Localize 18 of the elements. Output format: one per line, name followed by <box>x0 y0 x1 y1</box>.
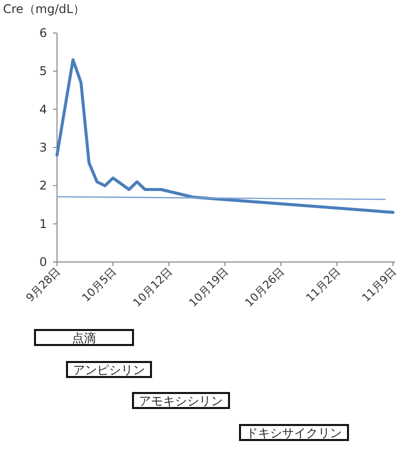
x-tick-label: 11月2日 <box>304 264 344 305</box>
x-tick-label: 10月19日 <box>186 264 232 310</box>
y-tick-label: 3 <box>39 140 47 154</box>
x-tick-label: 10月5日 <box>80 264 120 305</box>
y-tick-label: 2 <box>39 178 47 193</box>
x-tick-label: 10月26日 <box>242 264 288 310</box>
x-tick-label: 10月12日 <box>130 264 176 310</box>
y-tick-label: 1 <box>39 216 47 231</box>
line-series <box>56 58 394 214</box>
y-tick-label: 4 <box>39 102 47 116</box>
y-axis-title: Cre（mg/dL） <box>3 2 86 16</box>
text: アンピシリン <box>73 363 145 377</box>
x-tick-label: 11月9日 <box>360 264 400 305</box>
text: ドキシサイクリン <box>246 426 342 440</box>
y-tick-label: 6 <box>39 26 47 40</box>
text: アモキシシリン <box>139 394 223 408</box>
y-tick-label: 5 <box>39 64 47 78</box>
text: 点滴 <box>72 331 96 345</box>
